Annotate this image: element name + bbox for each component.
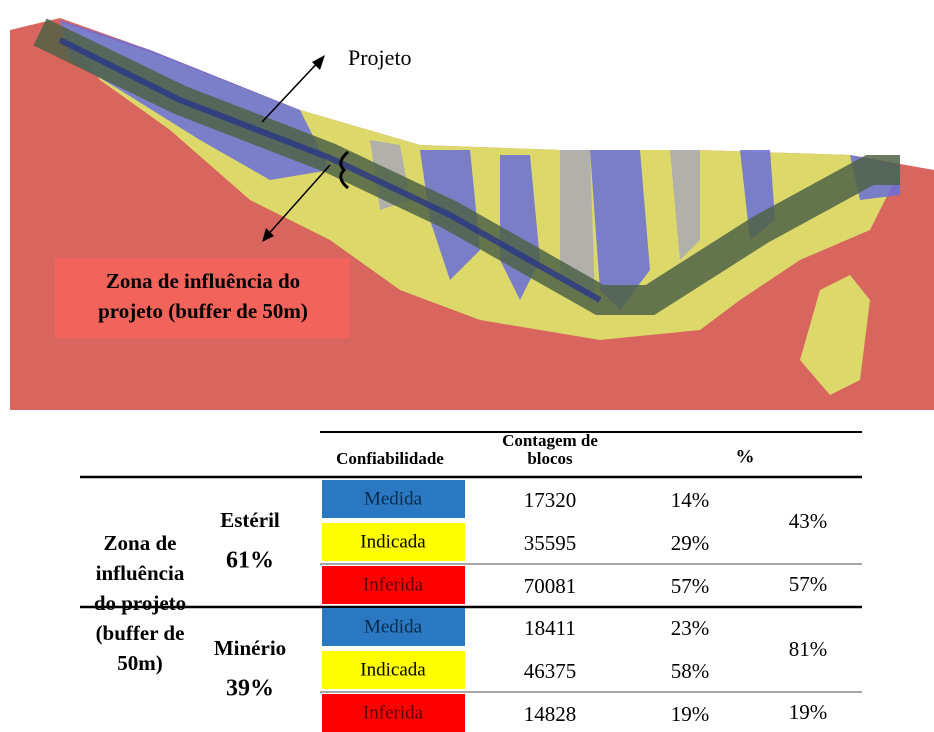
block-model: Projeto Zona de influência do projeto (b…	[10, 18, 934, 410]
group-share: 61%	[226, 548, 274, 574]
figure: Projeto Zona de influência do projeto (b…	[0, 0, 934, 732]
group-name: Minério	[214, 636, 286, 660]
block-count: 35595	[524, 531, 577, 555]
block-count: 70081	[524, 574, 577, 598]
subtotal: 57%	[789, 572, 828, 596]
block-count: 17320	[524, 488, 577, 512]
percent: 29%	[671, 531, 710, 555]
table: Confiabilidade Contagem de blocos % Zona…	[80, 432, 862, 732]
annotation-buffer: projeto (buffer de 50m)	[98, 299, 308, 323]
block-count: 14828	[524, 702, 577, 726]
class-label: Medida	[364, 616, 423, 637]
class-label: Indicada	[360, 531, 426, 552]
group-share: 39%	[226, 676, 274, 702]
subtotal: 19%	[789, 700, 828, 724]
class-label: Inferida	[363, 574, 424, 595]
zone-label: (buffer de	[96, 621, 185, 645]
header: Contagem de blocos	[480, 432, 620, 476]
percent: 57%	[671, 574, 710, 598]
block-count: 18411	[524, 616, 576, 640]
header: %	[736, 446, 755, 467]
percent: 19%	[671, 702, 710, 726]
annotation-project: Projeto	[348, 45, 412, 70]
zone-label: do projeto	[94, 591, 186, 615]
subtotal: 43%	[789, 509, 828, 533]
class-label: Inferida	[363, 702, 424, 723]
class-label: Indicada	[360, 659, 426, 680]
zone-label: Zona de	[104, 531, 177, 555]
percent: 58%	[671, 659, 710, 683]
arrow-head	[312, 55, 325, 70]
subtotal: 81%	[789, 637, 828, 661]
header-box: Contagem de blocos	[480, 432, 620, 476]
annotation-buffer: Zona de influência do	[106, 269, 300, 293]
group-name: Estéril	[220, 508, 280, 532]
percent: 14%	[671, 488, 710, 512]
zone-label: influência	[96, 561, 185, 585]
zone-label: 50m)	[117, 651, 163, 675]
class-label: Medida	[364, 488, 423, 509]
percent: 23%	[671, 616, 710, 640]
header: Confiabilidade	[336, 449, 444, 468]
block-count: 46375	[524, 659, 577, 683]
